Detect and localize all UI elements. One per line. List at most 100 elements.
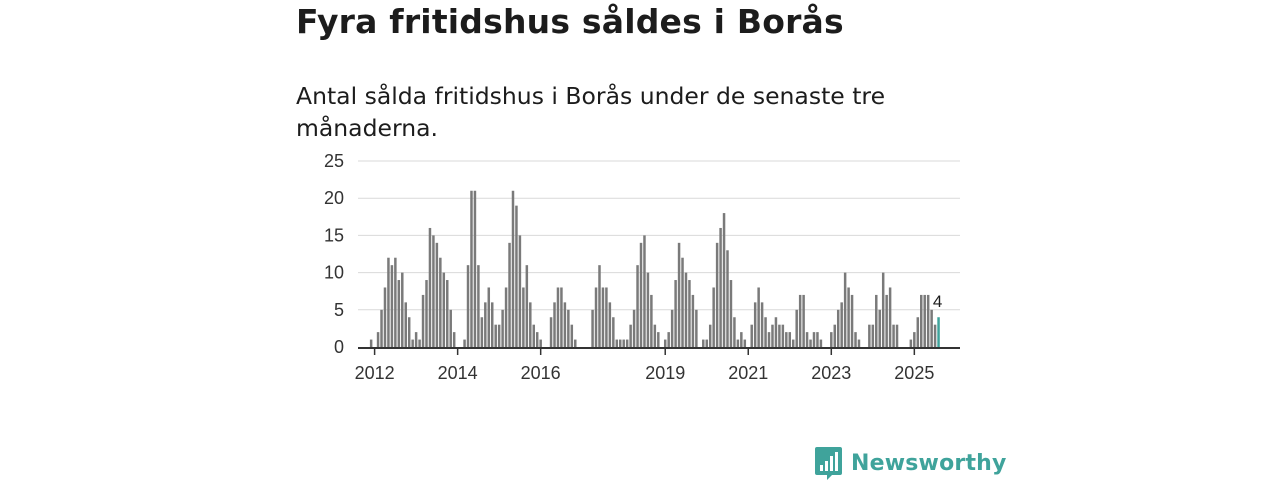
y-axis-ticks: 0 5 10 15 20 25 (324, 151, 344, 357)
bar (733, 317, 736, 347)
bar (504, 287, 508, 347)
bar (764, 317, 767, 347)
bar (847, 287, 850, 347)
bar (881, 272, 885, 347)
bar (729, 280, 733, 347)
bar (539, 339, 542, 347)
bar (390, 265, 394, 347)
bar (449, 309, 452, 347)
bar (549, 317, 553, 347)
bar (608, 302, 612, 347)
x-tick-label: 2016 (521, 363, 561, 383)
bar (567, 309, 570, 347)
bar (421, 294, 425, 347)
bar (926, 294, 930, 347)
bar (836, 309, 840, 347)
bar (788, 332, 792, 347)
bar (670, 309, 674, 347)
bar (418, 339, 421, 347)
bar (913, 332, 916, 347)
bar (369, 339, 373, 347)
bar (778, 324, 781, 347)
bar (397, 280, 401, 347)
bar (833, 324, 837, 347)
newsworthy-logo: Newsworthy (815, 445, 1007, 481)
bar (446, 280, 449, 347)
bar (515, 205, 518, 347)
bar (501, 309, 504, 347)
bar (508, 242, 511, 347)
bar (497, 324, 501, 347)
bar (695, 309, 698, 347)
newsworthy-brand-name: Newsworthy (851, 450, 1007, 476)
bar (411, 339, 414, 347)
bar-latest (937, 317, 940, 347)
bar (383, 287, 387, 347)
last-value-label: 4 (933, 292, 942, 311)
bar (639, 242, 643, 347)
bar (650, 294, 653, 347)
x-tick-label: 2021 (728, 363, 768, 383)
bar (708, 324, 712, 347)
bar (622, 339, 625, 347)
bar (781, 324, 785, 347)
bar (612, 317, 615, 347)
y-tick-label: 10 (324, 263, 344, 283)
bar (525, 265, 529, 347)
bar (771, 324, 774, 347)
bar (653, 324, 657, 347)
bar (854, 332, 857, 347)
bar (435, 242, 439, 347)
bar (428, 227, 432, 347)
bar (570, 324, 574, 347)
bar (920, 294, 923, 347)
bar (518, 235, 522, 347)
bar (916, 317, 920, 347)
bar (432, 235, 435, 347)
y-tick-label: 0 (334, 337, 344, 357)
bar (750, 324, 753, 347)
bar (726, 250, 729, 347)
bar (712, 287, 715, 347)
bar (463, 339, 466, 347)
bar (404, 302, 407, 347)
bar (522, 287, 525, 347)
bar (401, 272, 404, 347)
bar (598, 265, 601, 347)
bar (885, 294, 888, 347)
bar (663, 339, 667, 347)
newsworthy-logo-icon (815, 447, 842, 480)
bar (535, 332, 539, 347)
bar (843, 272, 847, 347)
bar (736, 339, 740, 347)
bar (473, 190, 477, 347)
bar (702, 339, 705, 347)
bar (657, 332, 660, 347)
bar (556, 287, 560, 347)
bar (553, 302, 556, 347)
bar (487, 287, 491, 347)
bar (705, 339, 708, 347)
bar (414, 332, 418, 347)
bar (674, 280, 677, 347)
bar (667, 332, 670, 347)
bar (494, 324, 497, 347)
y-tick-label: 20 (324, 188, 344, 208)
x-tick-label: 2025 (894, 363, 934, 383)
bar (425, 280, 428, 347)
bar (470, 190, 473, 347)
bar (774, 317, 778, 347)
bar (840, 302, 843, 347)
bar (407, 317, 411, 347)
bar (439, 257, 442, 347)
bar (868, 324, 871, 347)
bar (591, 309, 594, 347)
bar (511, 190, 515, 347)
bar (632, 309, 636, 347)
bar (636, 265, 639, 347)
bar (529, 302, 532, 347)
bar (819, 339, 823, 347)
bar (757, 287, 760, 347)
bar (480, 317, 484, 347)
